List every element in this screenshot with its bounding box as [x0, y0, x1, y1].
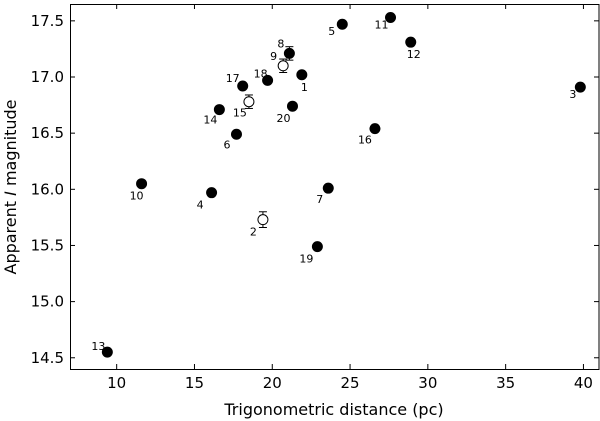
- point-label: 4: [197, 199, 204, 212]
- point-label: 17: [226, 72, 240, 85]
- point-label: 16: [358, 134, 372, 147]
- point-label: 14: [203, 114, 217, 127]
- point-label: 9: [270, 50, 277, 63]
- error-bars: [244, 46, 294, 228]
- data-point-filled: [283, 47, 295, 59]
- point-label: 20: [276, 112, 290, 125]
- x-axis-label: Trigonometric distance (pc): [223, 400, 443, 419]
- point-label: 18: [254, 67, 268, 80]
- y-axis-label-prefix: Apparent: [1, 196, 20, 275]
- y-tick-label: 15.0: [31, 293, 64, 311]
- data-point-filled: [296, 69, 308, 81]
- data-point-open: [277, 60, 289, 72]
- data-point-filled: [574, 81, 586, 93]
- x-tick-label: 35: [496, 374, 515, 392]
- y-axis-label-variable: I: [1, 191, 20, 196]
- x-tick-label: 20: [263, 374, 282, 392]
- point-label: 13: [91, 340, 105, 353]
- point-label: 8: [277, 37, 284, 50]
- y-tick-label: 17.0: [31, 68, 64, 86]
- x-tick-label: 15: [185, 374, 204, 392]
- data-point-filled: [311, 241, 323, 253]
- point-label: 2: [250, 226, 257, 239]
- point-label: 10: [130, 190, 144, 203]
- x-tick-label: 10: [107, 374, 126, 392]
- point-label: 3: [569, 88, 576, 101]
- data-point-filled: [206, 187, 218, 199]
- data-point-filled: [237, 80, 249, 92]
- plot-area: [70, 4, 600, 370]
- y-tick-label: 14.5: [31, 349, 64, 367]
- point-label: 12: [407, 48, 421, 61]
- data-point-filled: [322, 182, 334, 194]
- data-point-open: [257, 214, 269, 226]
- x-tick-label: 40: [574, 374, 593, 392]
- y-tick-label: 17.5: [31, 12, 64, 30]
- data-point-filled: [213, 104, 225, 116]
- y-axis-label: Apparent I magnitude: [1, 100, 20, 275]
- x-tick-label: 25: [341, 374, 360, 392]
- y-tick-label: 16.0: [31, 180, 64, 198]
- axis-ticks: 10 15 20 25 30 35 4014.515.015.516.016.517.017…: [31, 4, 599, 392]
- data-points: [101, 11, 586, 358]
- data-point-open: [243, 96, 255, 108]
- point-label: 6: [223, 138, 230, 151]
- data-point-filled: [262, 74, 274, 86]
- data-point-filled: [101, 346, 113, 358]
- point-label: 11: [375, 18, 389, 31]
- data-point-filled: [405, 36, 417, 48]
- point-label: 5: [328, 25, 335, 38]
- y-tick-label: 16.5: [31, 124, 64, 142]
- data-point-filled: [336, 18, 348, 30]
- x-tick-label: 30: [418, 374, 437, 392]
- data-point-filled: [286, 100, 298, 112]
- y-axis-label-suffix: magnitude: [1, 100, 20, 192]
- data-point-filled: [230, 128, 242, 140]
- point-label: 7: [316, 193, 323, 206]
- data-point-filled: [136, 178, 148, 190]
- point-label: 1: [301, 81, 308, 94]
- plot-frame: [70, 4, 600, 370]
- point-label: 15: [233, 107, 247, 120]
- point-label: 19: [299, 253, 313, 266]
- data-point-filled: [385, 11, 397, 23]
- data-point-filled: [369, 123, 381, 135]
- y-tick-label: 15.5: [31, 236, 64, 254]
